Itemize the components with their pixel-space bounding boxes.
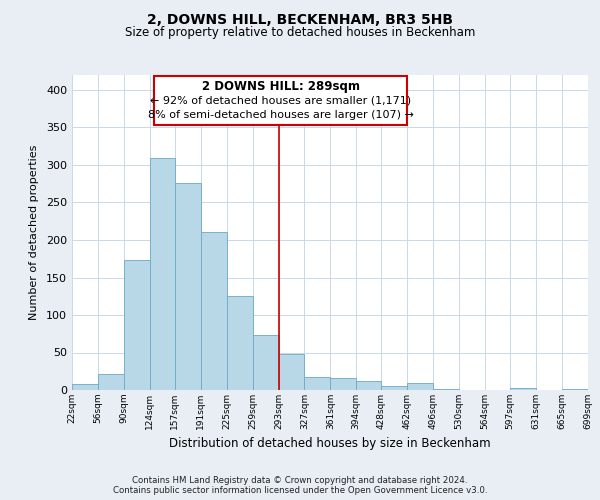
Text: Contains HM Land Registry data © Crown copyright and database right 2024.: Contains HM Land Registry data © Crown c… bbox=[132, 476, 468, 485]
Text: Size of property relative to detached houses in Beckenham: Size of property relative to detached ho… bbox=[125, 26, 475, 39]
Bar bbox=[407, 383, 433, 390]
X-axis label: Distribution of detached houses by size in Beckenham: Distribution of detached houses by size … bbox=[169, 438, 491, 450]
Y-axis label: Number of detached properties: Number of detached properties bbox=[29, 145, 39, 320]
Bar bbox=[253, 335, 278, 390]
Bar bbox=[175, 183, 201, 390]
Text: 8% of semi-detached houses are larger (107) →: 8% of semi-detached houses are larger (1… bbox=[148, 110, 414, 120]
Bar bbox=[150, 158, 175, 390]
Bar bbox=[304, 377, 331, 390]
Bar bbox=[510, 388, 536, 390]
Bar bbox=[278, 354, 304, 390]
Bar bbox=[433, 388, 459, 390]
Bar bbox=[124, 260, 150, 390]
Bar bbox=[356, 381, 382, 390]
Bar bbox=[331, 378, 356, 390]
Bar bbox=[201, 232, 227, 390]
Bar bbox=[562, 388, 588, 390]
Bar bbox=[72, 384, 98, 390]
Text: ← 92% of detached houses are smaller (1,171): ← 92% of detached houses are smaller (1,… bbox=[150, 96, 412, 106]
Bar bbox=[227, 296, 253, 390]
Bar bbox=[98, 374, 124, 390]
Text: 2 DOWNS HILL: 289sqm: 2 DOWNS HILL: 289sqm bbox=[202, 80, 360, 93]
Bar bbox=[382, 386, 407, 390]
FancyBboxPatch shape bbox=[154, 76, 407, 125]
Text: 2, DOWNS HILL, BECKENHAM, BR3 5HB: 2, DOWNS HILL, BECKENHAM, BR3 5HB bbox=[147, 12, 453, 26]
Text: Contains public sector information licensed under the Open Government Licence v3: Contains public sector information licen… bbox=[113, 486, 487, 495]
